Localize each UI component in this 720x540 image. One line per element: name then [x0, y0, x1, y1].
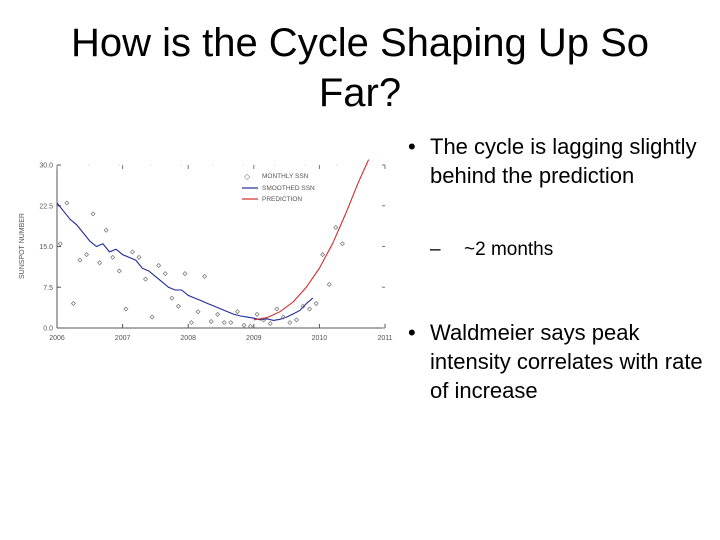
monthly-ssn-point — [110, 254, 116, 260]
monthly-ssn-point — [84, 252, 90, 258]
monthly-ssn-point — [215, 311, 221, 317]
series-line-prediction — [253, 159, 370, 321]
monthly-ssn-point — [97, 260, 103, 266]
sub-bullet-marker: – — [430, 239, 441, 260]
monthly-ssn-point — [70, 301, 76, 307]
monthly-ssn-point — [234, 309, 240, 315]
slide-title: How is the Cycle Shaping Up So Far? — [70, 21, 650, 115]
monthly-ssn-point — [149, 314, 155, 320]
monthly-ssn-point — [287, 320, 293, 326]
monthly-ssn-point — [248, 323, 254, 329]
monthly-ssn-point — [64, 200, 70, 206]
legend-entry-prediction: PREDICTION — [262, 196, 302, 203]
monthly-ssn-point — [143, 276, 149, 282]
x-tick-label: 2009 — [246, 335, 262, 342]
sub-bullet-two-months: ~2 months — [464, 239, 554, 260]
monthly-ssn-point — [333, 224, 339, 230]
x-tick-label: 2008 — [180, 335, 196, 342]
monthly-ssn-point — [129, 249, 135, 255]
monthly-ssn-point — [326, 282, 332, 288]
bullet-cycle-lagging: The cycle is lagging slightly behind the… — [430, 134, 697, 188]
bullet-marker: • — [408, 134, 416, 159]
monthly-ssn-point — [57, 241, 63, 247]
monthly-ssn-point — [208, 318, 214, 324]
series-layer — [56, 159, 370, 329]
monthly-ssn-point — [162, 271, 168, 277]
monthly-ssn-point — [156, 263, 162, 269]
y-axis-label: SUNSPOT NUMBER — [19, 213, 26, 279]
monthly-ssn-point — [103, 227, 109, 233]
monthly-ssn-point — [136, 254, 142, 260]
x-tick-group: 2006 2007 2008 2009 2010 2011 — [49, 165, 393, 342]
monthly-ssn-point — [293, 317, 299, 323]
monthly-ssn-point — [320, 252, 326, 258]
monthly-ssn-point — [188, 320, 194, 326]
monthly-ssn-point — [175, 303, 181, 309]
x-tick-label: 2010 — [312, 335, 328, 342]
monthly-ssn-point — [195, 309, 201, 315]
x-tick-label: 2011 — [377, 335, 392, 342]
legend-entry-smoothed: SMOOTHED SSN — [262, 185, 315, 192]
monthly-ssn-point — [274, 306, 280, 312]
monthly-ssn-point — [116, 268, 122, 274]
y-tick-label: 0.0 — [43, 326, 53, 333]
bullet-waldmeier: Waldmeier says peak intensity correlates… — [430, 320, 703, 403]
y-tick-label: 22.5 — [39, 203, 53, 210]
monthly-ssn-point — [313, 301, 319, 307]
monthly-ssn-point — [123, 306, 129, 312]
y-tick-group: 0.0 7.5 15.0 22.5 30.0 — [39, 163, 385, 333]
monthly-ssn-point — [261, 317, 267, 323]
monthly-ssn-point — [241, 322, 247, 328]
monthly-ssn-point — [254, 311, 260, 317]
monthly-ssn-point — [202, 273, 208, 279]
y-tick-label: 7.5 — [43, 285, 53, 292]
monthly-ssn-point — [228, 320, 234, 326]
series-line-smoothed-ssn — [56, 202, 314, 321]
monthly-ssn-point — [300, 303, 306, 309]
monthly-ssn-point — [77, 257, 83, 263]
legend: ◇ MONTHLY SSN SMOOTHED SSN PREDICTION — [242, 172, 315, 203]
legend-marker-monthly: ◇ — [244, 172, 251, 181]
x-tick-label: 2007 — [115, 335, 131, 342]
monthly-ssn-point — [169, 295, 175, 301]
plot-frame — [56, 164, 385, 329]
bullet-marker: • — [408, 320, 416, 345]
x-tick-label: 2006 — [49, 335, 65, 342]
monthly-ssn-point — [90, 211, 96, 217]
monthly-ssn-point — [221, 320, 227, 326]
sunspot-chart: 2006 2007 2008 2009 2010 2011 0.0 7.5 15.0 22.5 3… — [19, 159, 393, 342]
monthly-ssn-point — [280, 314, 286, 320]
monthly-ssn-point — [307, 306, 313, 312]
monthly-ssn-point — [339, 241, 345, 247]
y-tick-label: 15.0 — [39, 244, 53, 251]
legend-entry-monthly: MONTHLY SSN — [262, 173, 309, 180]
monthly-ssn-point — [267, 321, 273, 327]
monthly-ssn-point — [182, 271, 188, 277]
y-tick-label: 30.0 — [39, 163, 53, 170]
